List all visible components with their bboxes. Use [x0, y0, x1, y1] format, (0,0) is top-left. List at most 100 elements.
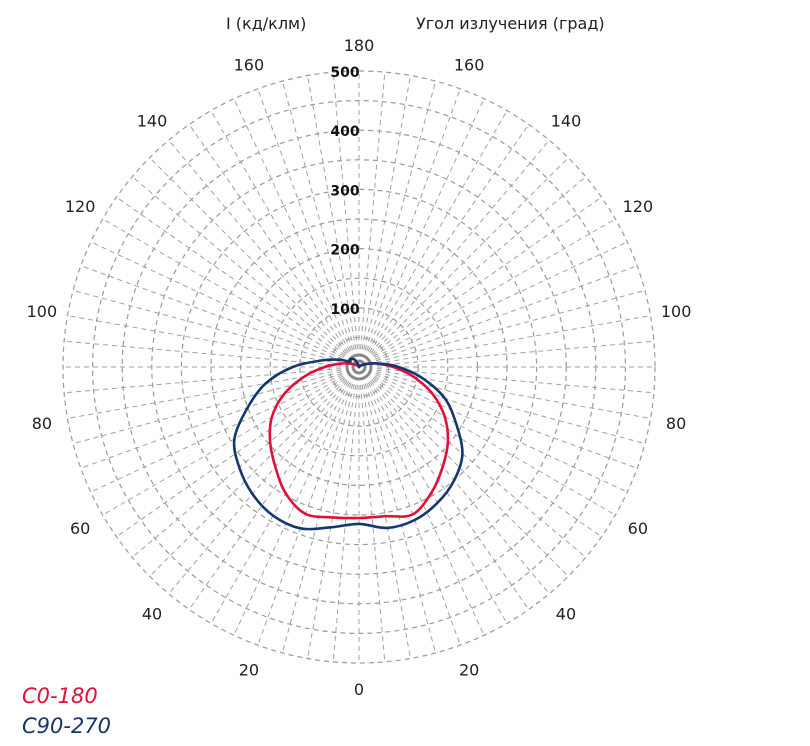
grid-spoke: [90, 241, 343, 360]
curve-c90-270: [232, 357, 464, 531]
radial-tick-label: 400: [330, 124, 359, 140]
grid-spoke: [372, 176, 587, 356]
grid-spoke: [307, 75, 357, 350]
grid-spoke: [376, 368, 654, 394]
angle-tick-label: 60: [628, 519, 648, 538]
grid-spoke: [360, 72, 386, 350]
tick-labels: 1002003004005001801601401201008060402001…: [27, 36, 692, 699]
angle-tick-label: 160: [454, 55, 485, 74]
grid-spoke: [233, 383, 352, 636]
radial-tick-label: 500: [330, 65, 359, 81]
grid-spoke: [102, 375, 344, 516]
grid-circle: [92, 100, 626, 634]
grid-spoke: [367, 110, 508, 352]
grid-spoke: [364, 88, 461, 351]
grid-spoke: [332, 72, 358, 350]
grid-spoke: [366, 98, 485, 351]
grid-spoke: [64, 368, 342, 394]
grid-spoke: [370, 139, 550, 354]
grid-spoke: [361, 75, 411, 350]
grid-spoke: [67, 369, 342, 419]
grid-spoke: [210, 110, 351, 352]
grid-spoke: [373, 196, 602, 358]
grid-spoke: [64, 340, 342, 366]
grid-spoke: [90, 374, 343, 493]
grid-spoke: [332, 384, 358, 662]
grid-spoke: [116, 196, 345, 358]
grid-spoke: [281, 384, 355, 654]
grid-spoke: [67, 315, 342, 365]
grid-spoke: [374, 218, 616, 359]
grid-spoke: [375, 374, 628, 493]
grid-spoke: [373, 376, 602, 538]
grid-spoke: [307, 384, 357, 659]
angle-tick-label: 20: [459, 661, 479, 680]
grid-inner-ring: [351, 359, 367, 375]
grid-circle: [62, 70, 656, 664]
grid-spoke: [102, 218, 344, 359]
grid-spoke: [368, 381, 530, 610]
grid-spoke: [233, 98, 352, 351]
grid-circle: [180, 188, 538, 546]
grid-spoke: [375, 265, 638, 362]
angle-tick-label: 80: [32, 414, 52, 433]
grid-spoke: [281, 80, 355, 350]
grid-spoke: [188, 381, 350, 610]
angle-tick-label: 40: [556, 605, 576, 624]
grid-spoke: [374, 375, 616, 516]
grid-spoke: [168, 380, 348, 595]
radial-tick-label: 300: [330, 183, 359, 199]
legend-entry-c90-270: C90-270: [22, 714, 112, 738]
grid-spoke: [361, 384, 411, 659]
grid-inner-ring: [345, 353, 373, 381]
grid-spoke: [80, 265, 343, 362]
grid-spoke: [149, 379, 347, 577]
grid-spoke: [366, 383, 485, 636]
radial-tick-label: 200: [330, 243, 359, 259]
angle-tick-label: 120: [623, 197, 654, 216]
grid-spoke: [371, 379, 569, 577]
grid-spoke: [368, 124, 530, 353]
grid-spoke: [376, 315, 651, 365]
grid-circle: [269, 277, 449, 457]
angle-tick-label: 180: [344, 36, 375, 55]
angle-tick-label: 140: [137, 111, 168, 130]
grid-spoke: [131, 176, 346, 356]
grid-spoke: [188, 124, 350, 353]
grid-spoke: [149, 157, 347, 355]
grid-spoke: [360, 384, 386, 662]
grid-spoke: [372, 378, 587, 558]
grid-spoke: [376, 289, 646, 363]
angle-tick-label: 40: [142, 605, 162, 624]
grid-spoke: [363, 80, 437, 350]
angle-axis-label: Угол излучения (град): [416, 14, 605, 33]
grid-spoke: [376, 340, 654, 366]
angle-tick-label: 60: [70, 519, 90, 538]
grid-spoke: [376, 371, 646, 445]
angle-tick-label: 0: [354, 680, 364, 699]
angle-tick-label: 100: [661, 302, 692, 321]
grid-circle: [299, 307, 419, 427]
grid-spoke: [257, 88, 354, 351]
angle-tick-label: 20: [239, 661, 259, 680]
legend-entry-c0-180: C0-180: [22, 684, 98, 708]
angle-tick-label: 80: [666, 414, 686, 433]
grid-spoke: [371, 157, 569, 355]
grid-spoke: [210, 382, 351, 624]
grid-spoke: [80, 372, 343, 469]
radial-tick-label: 100: [330, 302, 359, 318]
grid-spoke: [370, 380, 550, 595]
angle-tick-label: 160: [234, 55, 265, 74]
angle-tick-label: 100: [27, 302, 58, 321]
grid-spoke: [363, 384, 437, 654]
angle-tick-label: 140: [551, 111, 582, 130]
polar-grid: [62, 70, 656, 664]
grid-spoke: [72, 371, 342, 445]
grid-spoke: [168, 139, 348, 354]
grid-spoke: [72, 289, 342, 363]
grid-spoke: [116, 376, 345, 538]
curves: [232, 357, 464, 531]
intensity-axis-label: I (кд/клм): [226, 14, 307, 33]
grid-spoke: [375, 241, 628, 360]
